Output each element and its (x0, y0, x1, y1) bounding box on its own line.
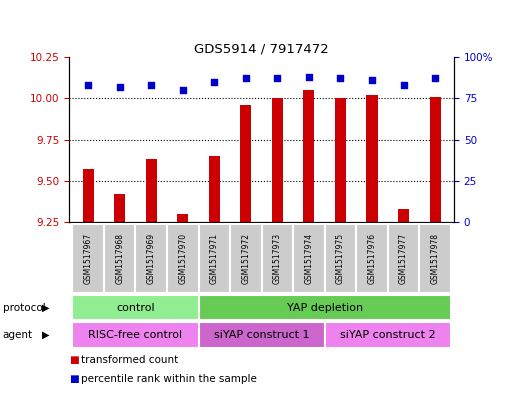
Text: GSM1517968: GSM1517968 (115, 233, 124, 284)
Text: GSM1517977: GSM1517977 (399, 233, 408, 284)
Text: ■: ■ (69, 354, 79, 365)
Title: GDS5914 / 7917472: GDS5914 / 7917472 (194, 43, 329, 56)
Point (84, 82, 92, 88)
Bar (356, 224, 388, 293)
Point (337, 75, 345, 82)
Bar (209, 156, 220, 222)
Point (431, 75, 439, 82)
Text: GSM1517970: GSM1517970 (179, 233, 187, 284)
Bar (398, 209, 409, 222)
Text: agent: agent (3, 330, 33, 340)
Text: transformed count: transformed count (81, 354, 179, 365)
Point (273, 75, 282, 82)
Bar (325, 322, 451, 348)
Bar (199, 295, 451, 320)
Text: GSM1517973: GSM1517973 (273, 233, 282, 284)
Bar (272, 98, 283, 222)
Bar (199, 322, 325, 348)
Bar (388, 224, 419, 293)
Point (242, 75, 250, 82)
Text: GSM1517974: GSM1517974 (304, 233, 313, 284)
Bar (230, 224, 262, 293)
Text: GSM1517975: GSM1517975 (336, 233, 345, 284)
Bar (241, 105, 251, 222)
Bar (335, 98, 346, 222)
Text: YAP depletion: YAP depletion (287, 303, 363, 312)
Bar (366, 95, 378, 222)
Text: siYAP construct 1: siYAP construct 1 (214, 330, 309, 340)
Point (305, 73, 313, 80)
Text: ▶: ▶ (42, 330, 50, 340)
Bar (325, 224, 356, 293)
Text: GSM1517971: GSM1517971 (210, 233, 219, 284)
Bar (177, 214, 188, 222)
Text: GSM1517978: GSM1517978 (430, 233, 440, 284)
Bar (293, 224, 325, 293)
Text: RISC-free control: RISC-free control (88, 330, 183, 340)
Bar (104, 224, 135, 293)
Text: GSM1517967: GSM1517967 (84, 233, 93, 284)
Text: siYAP construct 2: siYAP construct 2 (340, 330, 436, 340)
Point (115, 84, 124, 90)
Bar (135, 224, 167, 293)
Point (210, 79, 219, 85)
Bar (167, 224, 199, 293)
Text: GSM1517969: GSM1517969 (147, 233, 156, 284)
Bar (114, 194, 125, 222)
Text: protocol: protocol (3, 303, 45, 312)
Bar (83, 169, 94, 222)
Bar (72, 295, 199, 320)
Bar (72, 322, 199, 348)
Text: ▶: ▶ (42, 303, 50, 312)
Bar (303, 90, 314, 222)
Text: GSM1517972: GSM1517972 (241, 233, 250, 284)
Bar (146, 159, 157, 222)
Bar (262, 224, 293, 293)
Point (368, 77, 376, 83)
Bar (419, 224, 451, 293)
Text: percentile rank within the sample: percentile rank within the sample (81, 374, 257, 384)
Text: ■: ■ (69, 374, 79, 384)
Point (147, 82, 155, 88)
Bar (429, 97, 441, 222)
Point (179, 87, 187, 93)
Bar (72, 224, 104, 293)
Text: GSM1517976: GSM1517976 (367, 233, 377, 284)
Text: control: control (116, 303, 155, 312)
Bar (199, 224, 230, 293)
Point (400, 82, 408, 88)
